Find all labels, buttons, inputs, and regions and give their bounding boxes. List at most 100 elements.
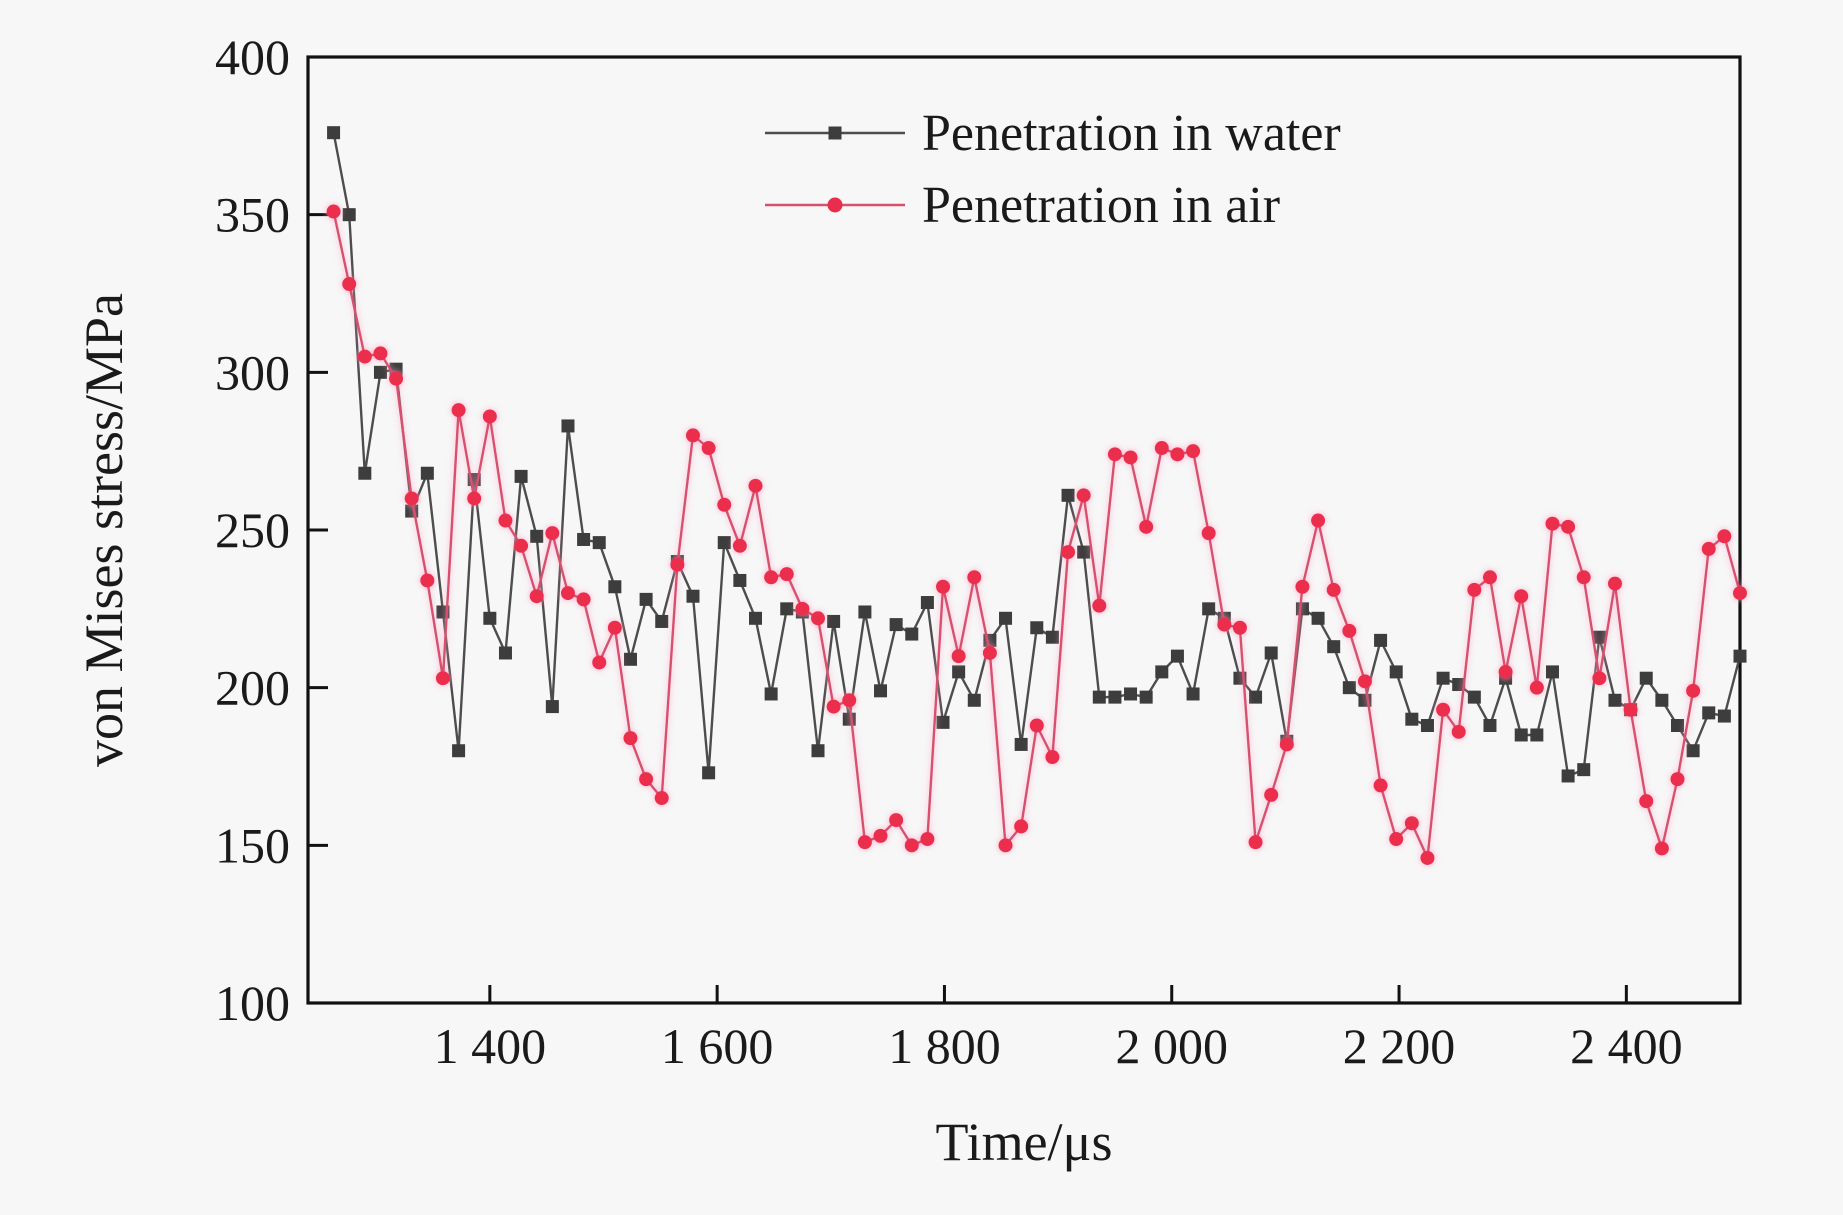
water-data-point-marker xyxy=(1592,630,1606,644)
air-data-point-marker xyxy=(1014,819,1029,834)
water-data-point-marker xyxy=(1561,769,1575,783)
air-series-legend-marker-icon xyxy=(765,197,905,213)
air-data-point-marker xyxy=(1451,724,1466,739)
water-data-point-marker xyxy=(952,665,966,679)
water-data-point-marker xyxy=(1514,728,1528,742)
x-tick-label: 1 400 xyxy=(434,1018,547,1074)
y-tick-label: 350 xyxy=(215,187,290,243)
water-data-point-marker xyxy=(1108,690,1122,704)
air-data-point-marker xyxy=(420,573,435,588)
air-data-point-marker xyxy=(873,828,888,843)
water-data-point-marker xyxy=(999,611,1013,625)
water-data-point-marker xyxy=(936,715,950,729)
air-data-point-marker xyxy=(1076,488,1091,503)
water-data-point-marker xyxy=(967,693,981,707)
air-legend-circle-icon xyxy=(827,197,843,213)
air-data-point-marker xyxy=(1186,444,1201,459)
water-series xyxy=(327,126,1747,783)
water-data-point-marker xyxy=(577,532,591,546)
water-data-point-marker xyxy=(545,700,559,714)
air-data-point-marker xyxy=(1529,680,1544,695)
water-data-point-marker xyxy=(530,529,544,543)
air-data-point-marker xyxy=(357,349,372,364)
y-axis-title: von Mises stress/MPa xyxy=(74,293,134,767)
air-data-point-marker xyxy=(1357,674,1372,689)
water-data-point-marker xyxy=(889,618,903,632)
water-data-point-marker xyxy=(1077,545,1091,559)
water-data-point-marker xyxy=(1186,687,1200,701)
water-data-point-marker xyxy=(623,652,637,666)
air-data-point-marker xyxy=(1139,519,1154,534)
water-data-point-marker xyxy=(1608,693,1622,707)
air-data-point-marker xyxy=(342,277,357,292)
air-data-point-marker xyxy=(1576,570,1591,585)
water-data-point-marker xyxy=(764,687,778,701)
water-data-point-marker xyxy=(1124,687,1138,701)
water-data-point-marker xyxy=(1155,665,1169,679)
x-tick-label: 2 000 xyxy=(1115,1018,1228,1074)
air-data-point-marker xyxy=(1170,447,1185,462)
air-data-point-marker xyxy=(982,645,997,660)
air-data-point-marker xyxy=(1201,526,1216,541)
water-data-point-marker xyxy=(780,602,794,616)
legend-item-water: Penetration in water xyxy=(765,105,1341,162)
air-data-point-marker xyxy=(1498,664,1513,679)
water-data-point-marker xyxy=(1670,719,1684,733)
air-data-point-marker xyxy=(764,570,779,585)
water-data-point-marker xyxy=(1139,690,1153,704)
air-data-point-marker xyxy=(451,403,466,418)
water-data-point-marker xyxy=(1467,690,1481,704)
air-data-point-marker xyxy=(576,592,591,607)
air-data-point-marker xyxy=(1623,702,1638,717)
air-data-point-marker xyxy=(1607,576,1622,591)
air-series xyxy=(326,204,1747,865)
water-data-point-marker xyxy=(842,712,856,726)
water-data-point-marker xyxy=(1264,646,1278,660)
air-data-point-marker xyxy=(545,526,560,541)
air-data-point-marker xyxy=(1029,718,1044,733)
air-data-point-marker xyxy=(623,731,638,746)
air-data-point-marker xyxy=(842,693,857,708)
water-data-point-marker xyxy=(483,611,497,625)
air-data-point-marker xyxy=(514,538,529,553)
air-data-point-marker xyxy=(1592,671,1607,686)
water-data-point-marker xyxy=(1702,706,1716,720)
air-data-point-marker xyxy=(435,671,450,686)
air-data-point-marker xyxy=(1154,441,1169,456)
y-tick-label: 200 xyxy=(215,660,290,716)
air-data-point-marker xyxy=(795,601,810,616)
air-data-point-marker xyxy=(951,649,966,664)
air-data-point-marker xyxy=(1545,516,1560,531)
legend: Penetration in water Penetration in air xyxy=(765,105,1341,234)
water-data-point-marker xyxy=(342,208,356,222)
water-data-point-marker xyxy=(1014,737,1028,751)
air-data-point-marker xyxy=(1295,579,1310,594)
air-data-point-marker xyxy=(607,620,622,635)
air-data-point-marker xyxy=(592,655,607,670)
air-data-point-marker xyxy=(1561,519,1576,534)
water-data-point-marker xyxy=(1092,690,1106,704)
water-data-point-marker xyxy=(1483,719,1497,733)
air-data-point-marker xyxy=(373,346,388,361)
air-data-point-marker xyxy=(748,478,763,493)
water-data-point-marker xyxy=(1530,728,1544,742)
air-data-point-marker xyxy=(1686,683,1701,698)
water-data-point-marker xyxy=(1170,649,1184,663)
water-data-point-marker xyxy=(1717,709,1731,723)
water-data-point-marker xyxy=(1436,671,1450,685)
air-data-point-marker xyxy=(1717,529,1732,544)
y-tick-label: 250 xyxy=(215,502,290,558)
plot-area: 1 400 1 600 1 800 2 000 2 200 2 400 100 150 200 2… xyxy=(215,29,1747,1074)
water-data-point-marker xyxy=(733,573,747,587)
water-data-point-marker xyxy=(827,614,841,628)
water-data-point-marker xyxy=(452,744,466,758)
air-data-point-marker xyxy=(1467,582,1482,597)
water-data-point-marker xyxy=(1655,693,1669,707)
water-data-point-marker xyxy=(1639,671,1653,685)
water-data-point-marker xyxy=(327,126,341,140)
water-data-point-marker xyxy=(1045,630,1059,644)
legend-label-air: Penetration in air xyxy=(922,177,1280,234)
air-data-point-marker xyxy=(1107,447,1122,462)
air-data-point-marker xyxy=(967,570,982,585)
